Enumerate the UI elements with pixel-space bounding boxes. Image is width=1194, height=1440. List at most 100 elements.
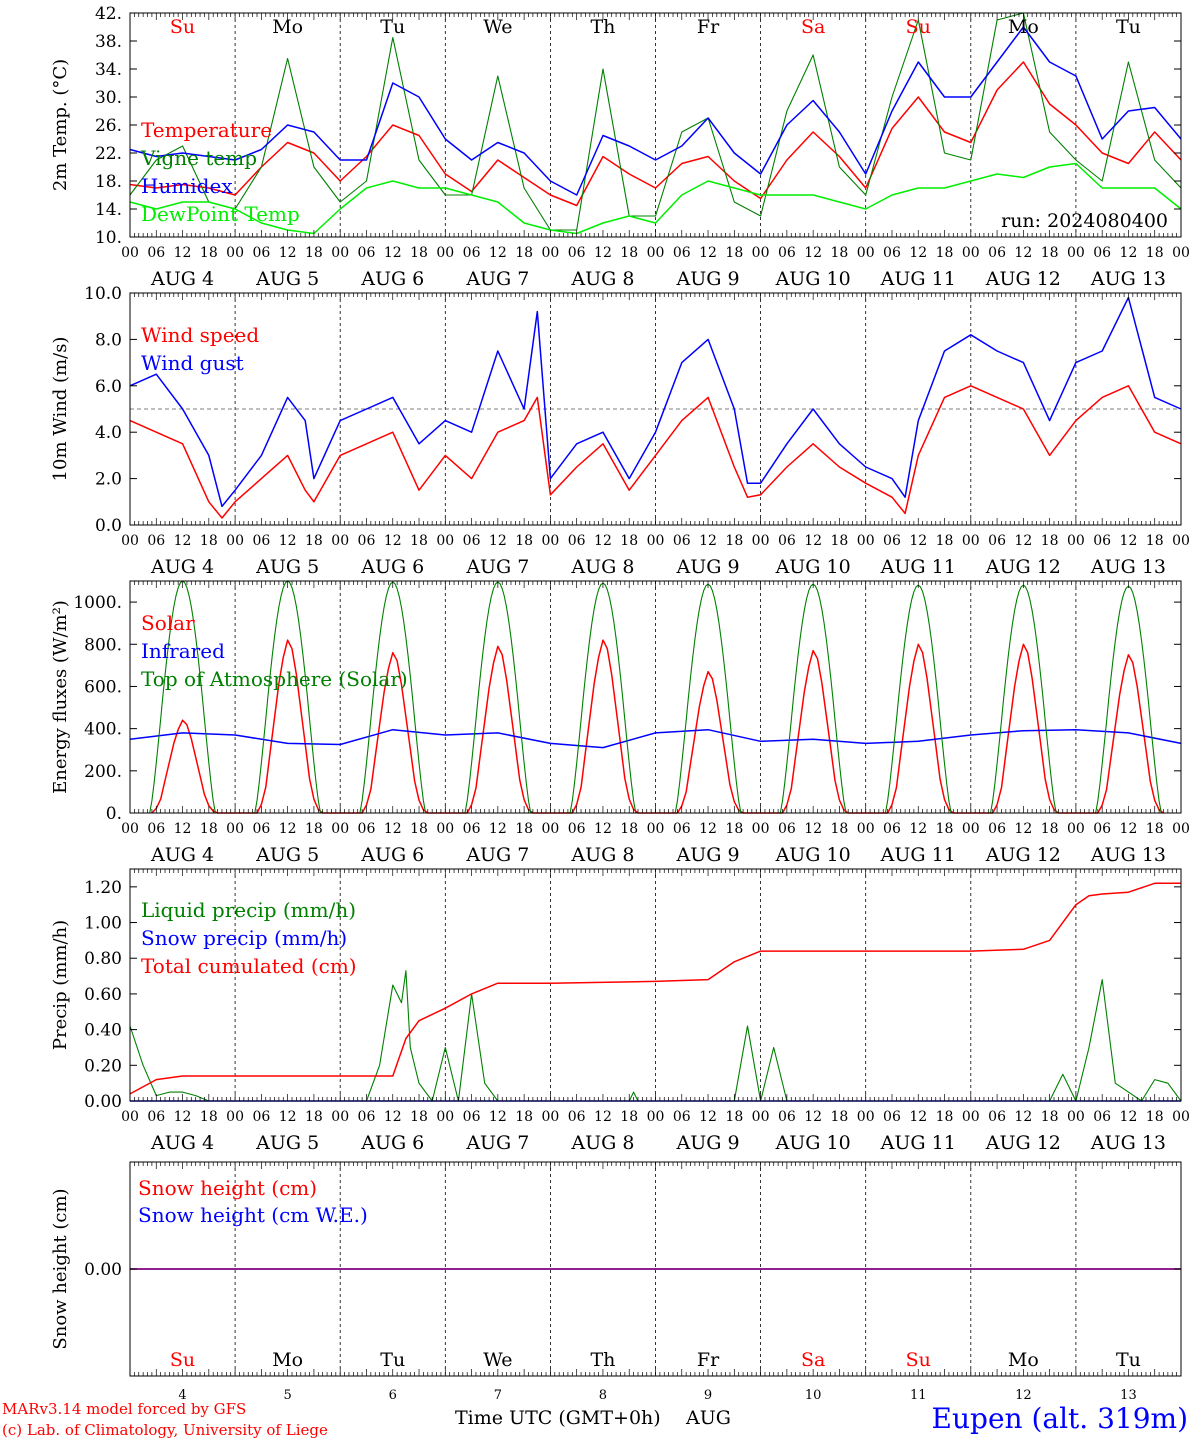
hour-tick-label: 06 — [463, 533, 481, 549]
hour-tick-label: 18 — [1041, 533, 1059, 549]
model-credit: MARv3.14 model forced by GFS — [2, 1400, 246, 1418]
date-label: AUG 13 — [1090, 844, 1166, 866]
hour-tick-label: 06 — [147, 1109, 165, 1125]
y-tick-label: 22. — [95, 144, 122, 164]
hour-tick-label: 06 — [988, 821, 1006, 837]
y-tick-label: 400. — [84, 720, 122, 740]
legend-entry: Temperature — [141, 118, 272, 142]
y-tick-label: 14. — [95, 200, 122, 220]
hour-tick-label: 12 — [1014, 1109, 1032, 1125]
date-label: AUG 4 — [150, 844, 214, 866]
bottom-date-number: 4 — [178, 1388, 186, 1403]
series-line-dewpoint-temp — [129, 162, 1182, 235]
legend-entry: Humidex — [141, 174, 233, 198]
hour-tick-label: 00 — [1172, 533, 1190, 549]
hour-tick-label: 18 — [515, 821, 533, 837]
hour-tick-label: 18 — [1146, 533, 1164, 549]
hour-tick-label: 18 — [620, 245, 638, 261]
series-line-humidex — [129, 26, 1182, 196]
date-label: AUG 9 — [676, 268, 740, 290]
hour-tick-label: 06 — [463, 1109, 481, 1125]
hour-tick-label: 18 — [936, 1109, 954, 1125]
hour-tick-label: 00 — [647, 1109, 665, 1125]
hour-tick-label: 00 — [541, 1109, 559, 1125]
hour-tick-label: 18 — [831, 533, 849, 549]
hour-tick-label: 06 — [1093, 821, 1111, 837]
y-tick-label: 18. — [95, 172, 122, 192]
hour-tick-label: 12 — [909, 1109, 927, 1125]
y-tick-label: 2.0 — [95, 470, 122, 490]
hour-tick-label: 00 — [857, 533, 875, 549]
y-tick-label: 8.0 — [95, 330, 122, 350]
date-label: AUG 13 — [1090, 1132, 1166, 1154]
legend-entry: Snow height (cm) — [138, 1176, 317, 1200]
hour-tick-label: 06 — [358, 533, 376, 549]
date-label: AUG 7 — [465, 844, 529, 866]
hour-tick-label: 12 — [1014, 533, 1032, 549]
hour-tick-label: 06 — [147, 821, 165, 837]
hour-tick-label: 00 — [1172, 821, 1190, 837]
hour-tick-label: 00 — [647, 533, 665, 549]
date-label: AUG 4 — [150, 1132, 214, 1154]
hour-tick-label: 12 — [699, 1109, 717, 1125]
y-axis-label: Precip (mm/h) — [50, 920, 71, 1050]
lab-credit: (c) Lab. of Climatology, University of L… — [2, 1421, 328, 1439]
date-label: AUG 11 — [880, 268, 956, 290]
hour-tick-label: 06 — [1093, 533, 1111, 549]
date-label: AUG 10 — [775, 1132, 851, 1154]
date-label: AUG 12 — [985, 1132, 1061, 1154]
y-axis-label: Energy fluxes (W/m²) — [50, 600, 71, 794]
hour-tick-label: 06 — [358, 1109, 376, 1125]
y-tick-label: 1.00 — [84, 914, 122, 934]
hour-tick-label: 00 — [962, 533, 980, 549]
y-tick-label: 0.0 — [95, 516, 122, 536]
hour-tick-label: 00 — [962, 1109, 980, 1125]
hour-tick-label: 06 — [673, 245, 691, 261]
hour-tick-label: 06 — [1093, 245, 1111, 261]
y-tick-label: 30. — [95, 88, 122, 108]
hour-tick-label: 18 — [515, 1109, 533, 1125]
day-name-bottom: Th — [590, 1349, 615, 1371]
day-name-top: Su — [170, 16, 195, 38]
hour-tick-label: 18 — [200, 245, 218, 261]
day-name-bottom: Tu — [380, 1349, 405, 1371]
date-label: AUG 8 — [570, 844, 634, 866]
hour-tick-label: 06 — [568, 245, 586, 261]
day-name-top: Mo — [272, 16, 303, 38]
date-label: AUG 5 — [255, 268, 319, 290]
hour-tick-label: 00 — [857, 245, 875, 261]
date-label: AUG 13 — [1090, 268, 1166, 290]
hour-tick-label: 00 — [436, 1109, 454, 1125]
date-label: AUG 9 — [676, 1132, 740, 1154]
hour-tick-label: 06 — [463, 245, 481, 261]
date-label: AUG 9 — [676, 844, 740, 866]
hour-tick-label: 06 — [673, 821, 691, 837]
hour-tick-label: 12 — [174, 1109, 192, 1125]
hour-tick-label: 12 — [1120, 533, 1138, 549]
hour-tick-label: 00 — [1067, 1109, 1085, 1125]
station-label: Eupen (alt. 319m) — [932, 1402, 1188, 1435]
hour-tick-label: 18 — [1146, 821, 1164, 837]
hour-tick-label: 06 — [883, 1109, 901, 1125]
hour-tick-label: 06 — [883, 533, 901, 549]
hour-tick-label: 00 — [331, 533, 349, 549]
hour-tick-label: 12 — [594, 533, 612, 549]
hour-tick-label: 06 — [147, 245, 165, 261]
y-tick-label: 1.20 — [84, 878, 122, 898]
hour-tick-label: 18 — [410, 245, 428, 261]
hour-tick-label: 12 — [279, 1109, 297, 1125]
text-layer: run: 2024080400 MARv3.14 model forced by… — [2, 4, 1190, 1439]
date-label: AUG 6 — [360, 1132, 424, 1154]
series-line-infrared — [129, 728, 1182, 749]
day-name-bottom: Su — [906, 1349, 931, 1371]
day-name-bottom: Mo — [272, 1349, 303, 1371]
day-name-top: We — [483, 16, 512, 38]
y-tick-label: 26. — [95, 116, 122, 136]
bottom-date-number: 6 — [389, 1388, 397, 1403]
grid-layer — [130, 13, 1181, 1376]
hour-tick-label: 12 — [489, 533, 507, 549]
legend-entry: Snow height (cm W.E.) — [138, 1203, 368, 1227]
hour-tick-label: 06 — [252, 245, 270, 261]
series-line-wind-gust — [129, 296, 1182, 508]
legend-entry: Solar — [141, 611, 195, 635]
